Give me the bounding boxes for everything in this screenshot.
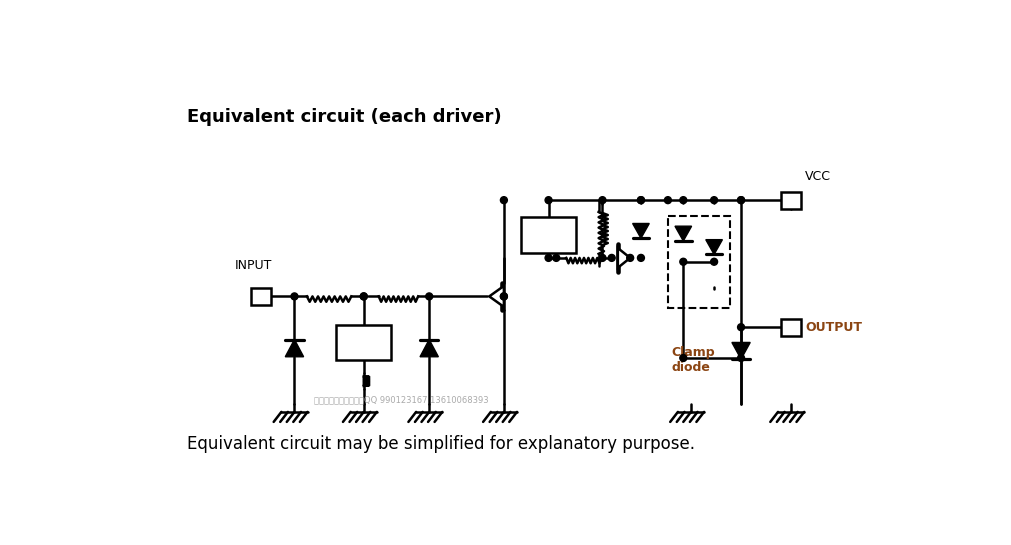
Polygon shape bbox=[675, 226, 692, 241]
Circle shape bbox=[500, 293, 508, 300]
Circle shape bbox=[609, 255, 615, 262]
Circle shape bbox=[679, 355, 686, 361]
Bar bbox=[782, 319, 801, 336]
Text: INPUT: INPUT bbox=[235, 259, 272, 272]
Circle shape bbox=[500, 197, 508, 204]
Circle shape bbox=[679, 258, 686, 265]
Polygon shape bbox=[633, 223, 649, 238]
Circle shape bbox=[627, 255, 634, 262]
Circle shape bbox=[738, 197, 744, 204]
Bar bbox=[336, 325, 391, 360]
Circle shape bbox=[679, 197, 686, 204]
Circle shape bbox=[738, 355, 744, 361]
Circle shape bbox=[553, 255, 560, 262]
Circle shape bbox=[738, 324, 744, 331]
Polygon shape bbox=[732, 342, 750, 359]
Text: Clamp
diode: Clamp diode bbox=[671, 346, 716, 374]
Polygon shape bbox=[489, 286, 503, 307]
Bar bbox=[521, 217, 576, 252]
Circle shape bbox=[599, 255, 606, 262]
Text: 东芦代理、大量现货：QQ 990123167 13610068393: 东芦代理、大量现货：QQ 990123167 13610068393 bbox=[313, 395, 488, 404]
Circle shape bbox=[638, 197, 644, 204]
Circle shape bbox=[638, 197, 644, 204]
Polygon shape bbox=[420, 340, 439, 357]
Circle shape bbox=[291, 293, 298, 300]
Circle shape bbox=[599, 197, 606, 204]
Text: Clamp: Clamp bbox=[344, 336, 384, 349]
Text: Equivalent circuit may be simplified for explanatory purpose.: Equivalent circuit may be simplified for… bbox=[187, 435, 695, 453]
Bar bbox=[782, 192, 801, 209]
Polygon shape bbox=[285, 340, 303, 357]
Text: OUTPUT: OUTPUT bbox=[805, 320, 862, 334]
Bar bbox=[668, 216, 730, 308]
Text: Clamp: Clamp bbox=[529, 228, 568, 241]
Circle shape bbox=[545, 197, 552, 204]
Circle shape bbox=[545, 255, 552, 262]
Circle shape bbox=[711, 197, 718, 204]
Circle shape bbox=[360, 293, 367, 300]
Circle shape bbox=[638, 255, 644, 262]
Circle shape bbox=[711, 258, 718, 265]
Text: Equivalent circuit (each driver): Equivalent circuit (each driver) bbox=[187, 108, 501, 126]
Circle shape bbox=[738, 197, 744, 204]
Bar bbox=[252, 288, 271, 305]
Polygon shape bbox=[618, 248, 630, 268]
Circle shape bbox=[664, 197, 671, 204]
Circle shape bbox=[500, 293, 508, 300]
Text: VCC: VCC bbox=[805, 170, 831, 183]
Polygon shape bbox=[706, 240, 723, 255]
Circle shape bbox=[360, 293, 367, 300]
Circle shape bbox=[426, 293, 433, 300]
